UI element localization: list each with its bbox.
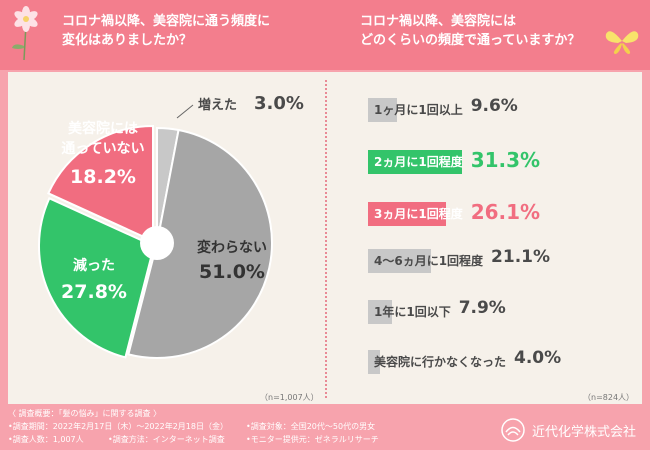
bar-every-3-months-value: 26.1% xyxy=(470,200,541,224)
pie-center-hole xyxy=(140,226,174,260)
survey-count: •調査人数：1,007人 xyxy=(8,435,84,444)
bar-every-4-6-months xyxy=(368,249,432,273)
pie-label-unchanged: 変わらない xyxy=(197,239,267,256)
survey-target: •調査対象：全国20代～50代の男女 xyxy=(246,422,376,431)
bar-monthly-value: 9.6% xyxy=(470,96,518,116)
bar-every-3-months xyxy=(368,202,447,226)
pie-label-not-going-line2: 通っていない xyxy=(61,141,144,157)
bar-every-2-months-label: 2ヵ月に1回程度 xyxy=(374,155,463,169)
bar-sample-size: （n=824人） xyxy=(583,393,635,402)
pie-label-not-going-line1: 美容院には xyxy=(68,120,138,137)
pie-leader-line xyxy=(176,104,194,119)
company-name: 近代化学株式会社 xyxy=(531,424,636,440)
bar-monthly-label: 1ヶ月に1回以上 xyxy=(374,103,463,117)
pie-slice-unchanged xyxy=(127,128,273,359)
bar-stopped-going xyxy=(368,350,380,374)
pie-slice-not-going xyxy=(47,124,154,243)
bar-yearly-or-less-label: 1年に1回以下 xyxy=(374,305,451,319)
pie-label-decreased: 減った xyxy=(73,257,115,274)
company-emblem-icon xyxy=(501,418,525,442)
bar-stopped-going-value: 4.0% xyxy=(514,348,562,368)
butterfly-icon xyxy=(605,31,639,54)
bar-yearly-or-less xyxy=(368,300,392,324)
bar-every-2-months-value: 31.3% xyxy=(470,148,541,172)
survey-method: •調査方法：インターネット調査 xyxy=(108,435,225,444)
bar-yearly-or-less-value: 7.9% xyxy=(458,298,506,318)
right-chart-title: コロナ禍以降、美容院には どのくらいの頻度で通っていますか？ xyxy=(360,14,581,48)
survey-period: •調査期間：2022年2月17日（木）～2022年2月18日（金） xyxy=(8,422,228,431)
pie-value-unchanged: 51.0% xyxy=(199,261,265,283)
pie-label-increased: 増えた xyxy=(198,97,237,113)
bar-every-2-months xyxy=(368,150,462,174)
bar-every-4-6-months-label: 4～6ヵ月に1回程度 xyxy=(374,254,484,268)
pie-sample-size: （n=1,007人） xyxy=(260,393,319,402)
flower-icon xyxy=(12,6,38,61)
panel-divider xyxy=(325,80,327,398)
pie-value-not-going: 18.2% xyxy=(70,166,136,188)
survey-provider: •モニター提供元：ゼネラルリサーチ xyxy=(246,435,379,444)
header-banner xyxy=(0,0,650,70)
bar-monthly xyxy=(368,98,397,122)
bar-stopped-going-label: 美容院に行かなくなった xyxy=(374,355,507,369)
company-logo: 近代化学株式会社 xyxy=(500,417,636,443)
survey-overview: 〈 調査概要：「髪の悩み」に関する調査 〉 xyxy=(8,409,162,418)
bar-every-3-months-label: 3ヵ月に1回程度 xyxy=(374,207,463,221)
left-chart-title: コロナ禍以降、美容院に通う頻度に 変化はありましたか？ xyxy=(62,14,271,48)
pie-value-increased: 3.0% xyxy=(254,93,304,114)
pie-value-decreased: 27.8% xyxy=(61,281,127,303)
bar-every-4-6-months-value: 21.1% xyxy=(491,247,551,267)
pie-slice-decreased xyxy=(38,197,156,359)
